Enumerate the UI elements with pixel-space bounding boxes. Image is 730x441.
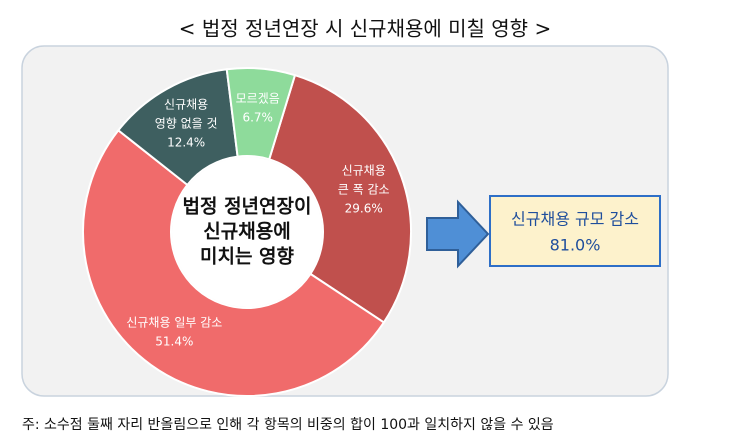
arrow xyxy=(426,199,490,269)
value-label: 29.6% xyxy=(345,202,383,216)
slice-label: 신규채용 xyxy=(164,97,208,111)
slice-label: 큰 폭 감소 xyxy=(338,183,390,197)
chart-title: < 법정 정년연장 시 신규채용에 미칠 영향 > xyxy=(179,17,551,41)
callout-label: 신규채용 규모 감소 xyxy=(511,210,639,229)
donut-slice xyxy=(225,67,297,161)
footnote: 주: 소수점 둘째 자리 반올림으로 인해 각 항목의 비중의 합이 100과 … xyxy=(22,417,554,433)
slice-label: 모르겠음 xyxy=(236,91,280,105)
callout-value: 81.0% xyxy=(550,236,601,255)
donut-slice xyxy=(267,73,412,324)
donut-slice xyxy=(82,128,386,397)
value-label: 12.4% xyxy=(167,135,205,149)
center-label: 법정 정년연장이 xyxy=(183,196,312,218)
value-label: 51.4% xyxy=(155,334,193,348)
donut-hole xyxy=(172,157,322,307)
center-label: 미치는 영향 xyxy=(200,246,295,268)
callout-box xyxy=(489,195,661,267)
value-label: 6.7% xyxy=(242,110,273,124)
slice-label: 영향 없을 것 xyxy=(155,116,218,130)
slice-label: 신규채용 일부 감소 xyxy=(126,315,222,329)
center-label: 신규채용에 xyxy=(203,221,290,243)
slice-label: 신규채용 xyxy=(342,164,386,178)
